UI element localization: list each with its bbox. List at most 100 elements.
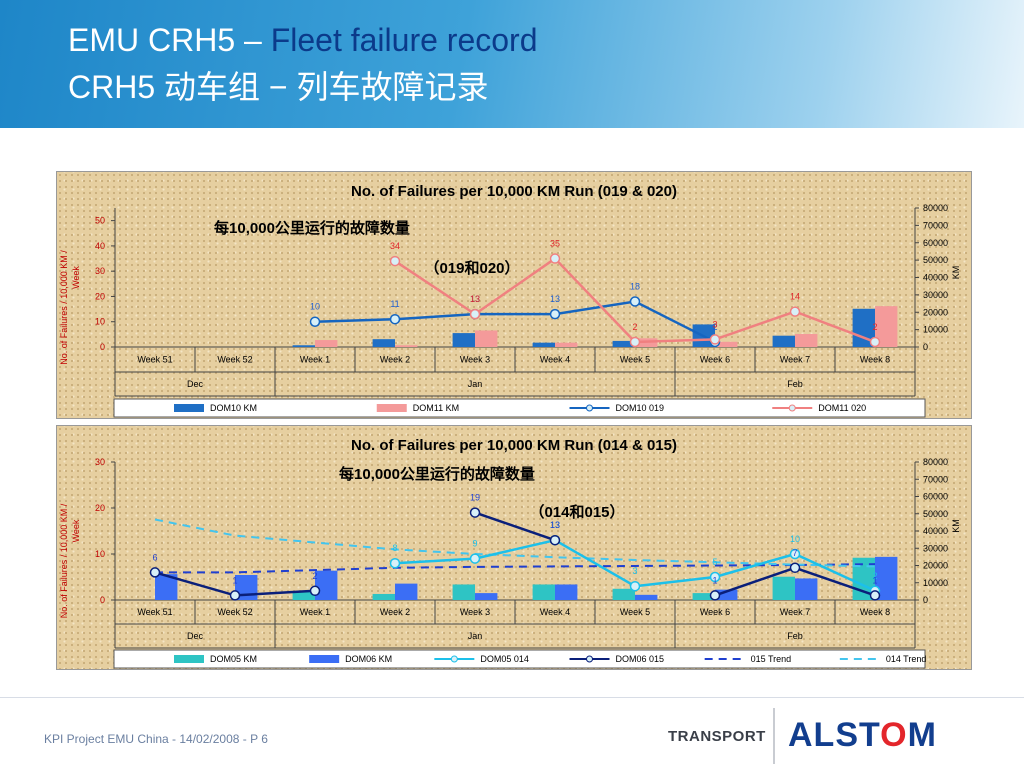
bar-dom06-km bbox=[475, 593, 498, 600]
bar-dom06-km bbox=[155, 574, 178, 600]
legend: DOM10 KM DOM11 KM DOM10 019 DOM11 020 bbox=[113, 398, 926, 418]
bar-dom11-km bbox=[715, 341, 738, 347]
annotation-cn: 每10,000公里运行的故障数量 bbox=[339, 465, 535, 483]
chart-019-020: No. of Failures per 10,000 KM Run (019 &… bbox=[59, 183, 961, 418]
data-label: 13 bbox=[470, 294, 480, 304]
y2-tick-label: 80000 bbox=[923, 203, 948, 213]
y2-tick-label: 80000 bbox=[923, 457, 948, 467]
category-label: Week 8 bbox=[860, 607, 890, 617]
bar-dom06-km bbox=[555, 584, 578, 600]
point-dom06-015 bbox=[869, 590, 881, 601]
category-label: Week 7 bbox=[780, 607, 810, 617]
bar-dom10-km bbox=[452, 333, 475, 347]
bar-dom10-km bbox=[772, 335, 795, 347]
legend-label: DOM05 KM bbox=[210, 654, 257, 664]
bar-dom11-km bbox=[395, 345, 418, 347]
chart-panel-014-015: No. of Failures per 10,000 KM Run (014 &… bbox=[56, 425, 972, 670]
y-tick-label: 10 bbox=[95, 549, 105, 559]
category-label: Week 5 bbox=[620, 355, 650, 365]
data-label: 1 bbox=[232, 575, 237, 585]
y-tick-label: 40 bbox=[95, 241, 105, 251]
point-dom11-020 bbox=[629, 336, 641, 348]
y-axis-label-2: Week bbox=[71, 519, 81, 542]
y2-tick-label: 0 bbox=[923, 595, 928, 605]
data-label: 10 bbox=[790, 534, 800, 544]
bar-dom05-km bbox=[372, 593, 395, 600]
point-dom06-015 bbox=[309, 585, 321, 597]
y2-tick-label: 50000 bbox=[923, 509, 948, 519]
point-dom10-019 bbox=[549, 308, 561, 320]
data-label: 19 bbox=[470, 493, 480, 503]
point-dom06-015 bbox=[789, 562, 801, 574]
y-tick-label: 10 bbox=[95, 317, 105, 327]
bar-dom06-km bbox=[715, 589, 738, 600]
category-label: Week 6 bbox=[700, 607, 730, 617]
category-label: Week 1 bbox=[300, 355, 330, 365]
bar-dom06-km bbox=[875, 556, 898, 600]
footer-text: KPI Project EMU China - 14/02/2008 - P 6 bbox=[44, 732, 268, 746]
category-label: Week 6 bbox=[700, 355, 730, 365]
title-highlight: Fleet failure record bbox=[270, 22, 538, 58]
bar-dom06-km bbox=[635, 594, 658, 600]
bar-dom05-km bbox=[532, 584, 555, 600]
legend-label: DOM10 019 bbox=[616, 403, 665, 413]
legend-label: DOM05 014 bbox=[480, 654, 529, 664]
data-label: 34 bbox=[390, 241, 400, 251]
bar-dom05-km bbox=[692, 593, 715, 600]
y2-tick-label: 50000 bbox=[923, 255, 948, 265]
legend-label: DOM06 KM bbox=[345, 654, 392, 664]
point-dom11-020 bbox=[549, 253, 561, 264]
annotation-ids: （019和020） bbox=[424, 259, 519, 277]
data-label: 18 bbox=[630, 282, 640, 292]
data-label: 7 bbox=[792, 548, 797, 558]
category-axis-table: Week 51 Week 52 Week 1 Week 2 Week 3 Week 4 We… bbox=[114, 599, 916, 649]
chart-014-015: No. of Failures per 10,000 KM Run (014 &… bbox=[59, 437, 961, 669]
bar-dom10-km bbox=[852, 308, 875, 347]
logo-separator bbox=[773, 708, 775, 764]
bar-dom06-km bbox=[395, 583, 418, 600]
category-label: Week 52 bbox=[217, 355, 252, 365]
bar-dom10-km bbox=[372, 339, 395, 347]
logo-text-o: O bbox=[880, 716, 908, 754]
data-label: 3 bbox=[712, 319, 717, 329]
point-dom05-014 bbox=[709, 571, 721, 583]
data-label: 13 bbox=[550, 294, 560, 304]
y-tick-label: 0 bbox=[100, 342, 105, 352]
legend-label: DOM11 020 bbox=[818, 403, 866, 413]
legend-marker-dom11-020 bbox=[788, 404, 796, 412]
y2-tick-label: 40000 bbox=[923, 526, 948, 536]
title-prefix: EMU CRH5 – bbox=[68, 22, 271, 58]
chart-title: No. of Failures per 10,000 KM Run (019 &… bbox=[351, 183, 677, 200]
data-label: 6 bbox=[152, 552, 157, 562]
point-dom06-015 bbox=[149, 567, 161, 578]
data-label: 11 bbox=[390, 299, 399, 309]
logo-text-m: M bbox=[907, 716, 937, 754]
y2-tick-label: 30000 bbox=[923, 290, 948, 300]
point-dom06-015 bbox=[229, 590, 241, 601]
legend-label: 015 Trend bbox=[751, 654, 792, 664]
data-label: 2 bbox=[872, 322, 877, 332]
y2-tick-label: 0 bbox=[923, 342, 928, 352]
chart-title: No. of Failures per 10,000 KM Run (014 &… bbox=[351, 437, 677, 454]
point-dom05-014 bbox=[469, 553, 481, 564]
y2-tick-label: 20000 bbox=[923, 561, 948, 571]
point-dom10-019 bbox=[389, 313, 401, 325]
point-dom06-015 bbox=[469, 507, 481, 518]
category-label: Week 4 bbox=[540, 607, 570, 617]
month-label: Dec bbox=[187, 379, 204, 389]
data-label: 5 bbox=[712, 557, 717, 567]
data-label: 2 bbox=[632, 322, 637, 332]
data-label: 1 bbox=[872, 575, 877, 585]
bar-dom05-km bbox=[772, 576, 795, 600]
category-label: Week 4 bbox=[540, 355, 570, 365]
y-tick-label: 30 bbox=[95, 457, 105, 467]
chart-panel-019-020: No. of Failures per 10,000 KM Run (019 &… bbox=[56, 171, 972, 419]
data-label: 2 bbox=[712, 322, 717, 332]
legend-label: DOM11 KM bbox=[413, 403, 459, 413]
month-label: Dec bbox=[187, 631, 204, 641]
legend-box bbox=[113, 649, 926, 669]
data-label: 13 bbox=[550, 520, 560, 530]
point-dom05-014 bbox=[389, 557, 401, 569]
category-label: Week 3 bbox=[460, 607, 490, 617]
category-label: Week 3 bbox=[460, 355, 490, 365]
